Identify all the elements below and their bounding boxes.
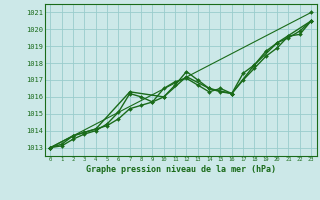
X-axis label: Graphe pression niveau de la mer (hPa): Graphe pression niveau de la mer (hPa) bbox=[86, 165, 276, 174]
